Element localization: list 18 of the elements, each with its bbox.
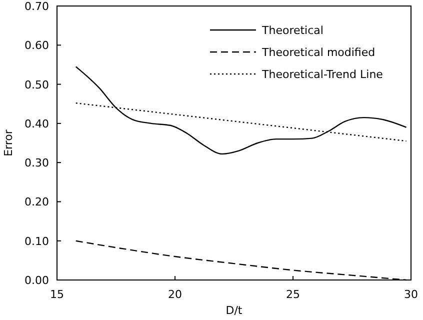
y-axis-title: Error (2, 129, 15, 156)
y-tick-label: 0.00 (24, 274, 49, 287)
legend-label: Theoretical modified (261, 46, 376, 59)
x-tick-label: 20 (168, 288, 182, 301)
line-series (75, 66, 407, 155)
x-tick-label: 15 (50, 288, 64, 301)
y-tick-label: 0.60 (24, 39, 49, 52)
x-tick-label: 25 (286, 288, 300, 301)
y-tick-label: 0.40 (24, 117, 49, 130)
legend-label: Theoretical-Trend Line (261, 68, 384, 81)
legend-label: Theoretical (261, 24, 324, 37)
y-tick-label: 0.50 (24, 78, 49, 92)
x-axis-title: D/t (226, 304, 243, 317)
x-tick-label: 30 (404, 288, 418, 301)
y-tick-label: 0.70 (24, 0, 49, 13)
y-tick-label: 0.20 (24, 196, 49, 209)
y-tick-label: 0.10 (24, 234, 49, 248)
y-tick-label: 0.30 (24, 156, 49, 170)
